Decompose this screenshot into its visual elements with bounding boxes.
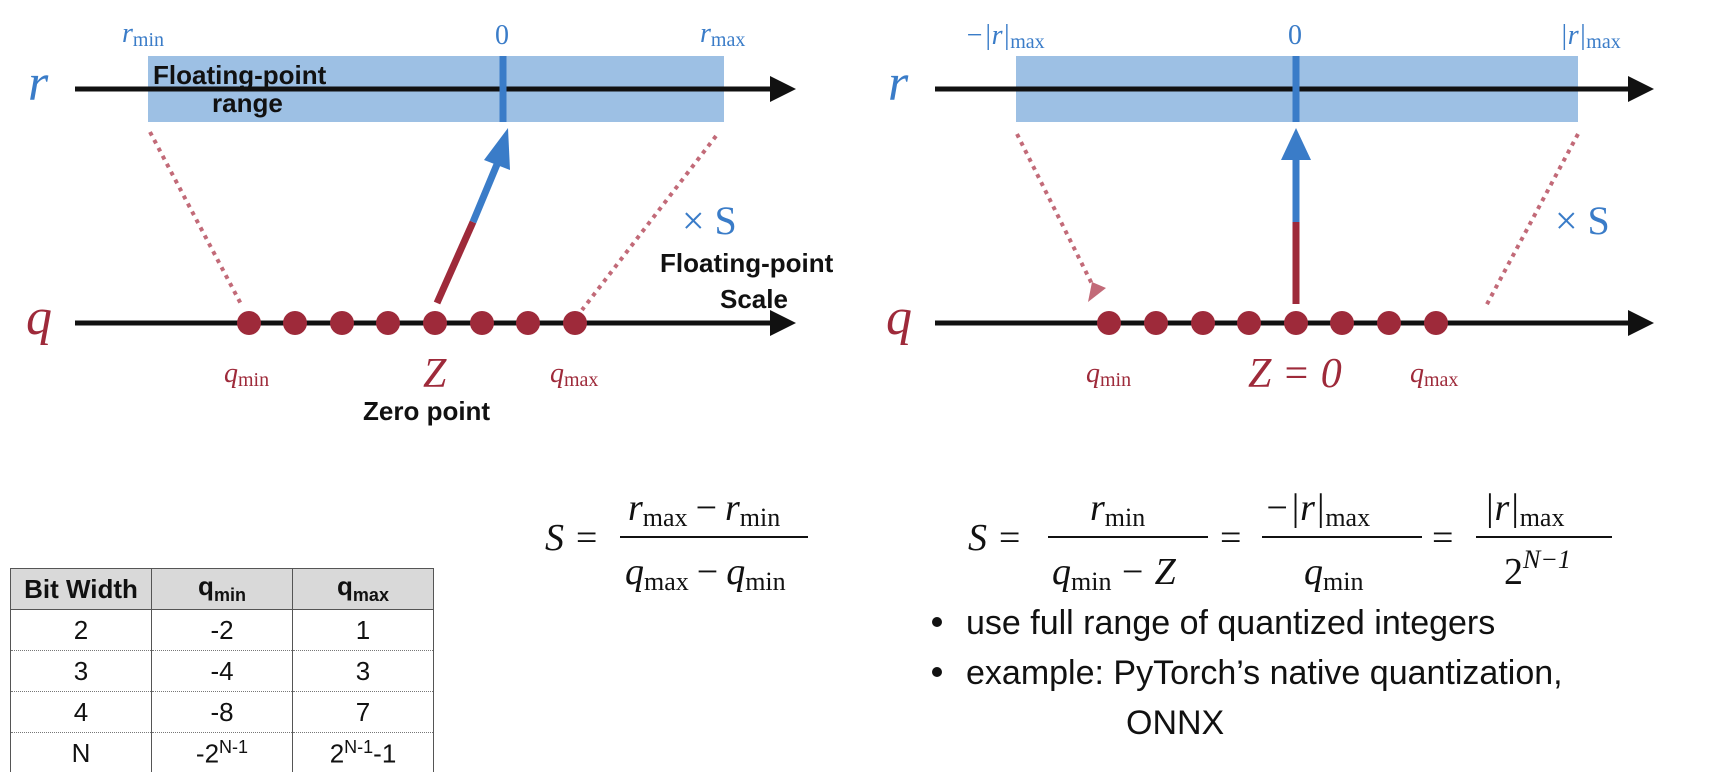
- q-point: [1377, 311, 1401, 335]
- quantized-points: [1097, 311, 1448, 335]
- zero-point-arrow-blue: [469, 160, 502, 224]
- zero-label: 0: [495, 20, 509, 51]
- header-qmin: qmin: [151, 568, 293, 610]
- cell-qmax: 1: [292, 609, 434, 651]
- fp-scale-line1: Floating-point: [660, 248, 834, 278]
- dotted-line-max: [580, 134, 718, 312]
- cell-qmin: -8: [151, 691, 293, 733]
- q-point: [1330, 311, 1354, 335]
- cell-qmin: -2N-1: [151, 732, 293, 772]
- bullet-example-cont: ONNX: [1126, 704, 1224, 742]
- header-bit-width: Bit Width: [10, 568, 152, 610]
- q-max-label: qmax: [1410, 358, 1458, 391]
- q-point: [1237, 311, 1261, 335]
- cell-bits: N: [10, 732, 152, 772]
- bit-width-table: Bit Width qmin qmax 2 -2 1 3 -4 3 4 -8 7…: [10, 568, 434, 772]
- scale-symbol: × S: [682, 198, 737, 243]
- q-point: [563, 311, 587, 335]
- r-min-label: rmin: [122, 18, 164, 51]
- zero-point-arrowhead: [1281, 128, 1311, 160]
- q-axis-label: q: [26, 289, 52, 346]
- q-point: [470, 311, 494, 335]
- scale-symbol: × S: [1555, 198, 1610, 243]
- z-label: Z: [423, 351, 447, 397]
- left-diagram: r rmin 0 rmax Floating-point range q × S…: [26, 18, 834, 426]
- bullet-example: example: PyTorch’s native quantization,: [966, 654, 1563, 692]
- q-point: [423, 311, 447, 335]
- q-point: [283, 311, 307, 335]
- q-point: [1191, 311, 1215, 335]
- q-min-label: qmin: [1086, 358, 1131, 391]
- table-header-row: Bit Width qmin qmax: [10, 568, 434, 610]
- eq-denominator: qmax − qmin: [625, 551, 786, 596]
- fp-range-line2: range: [212, 88, 283, 118]
- table-row: 2 -2 1: [10, 609, 434, 651]
- neg-r-max-label: −|r|max: [965, 20, 1045, 53]
- table-row: N -2N-1 2N-1-1: [10, 732, 434, 772]
- eq-equals-1: =: [1220, 517, 1241, 559]
- quantized-points: [237, 311, 587, 335]
- q-min-label: qmin: [224, 358, 269, 391]
- zero-point-arrow-red: [433, 220, 477, 305]
- q-point: [1097, 311, 1121, 335]
- equation-asymmetric-scale: S = rmax − rmin qmax − qmin: [545, 487, 808, 596]
- cell-bits: 2: [10, 609, 152, 651]
- zero-label: 0: [1288, 20, 1302, 51]
- eq-lhs: S =: [545, 517, 599, 559]
- r-axis-arrowhead: [770, 76, 796, 102]
- dotted-arrow-min: [1015, 133, 1096, 289]
- cell-bits: 3: [10, 650, 152, 692]
- equation-symmetric-scale: S = rmin qmin − Z = −|r|max qmin = |r|max…: [968, 487, 1612, 596]
- dotted-arrowhead-min: [1088, 282, 1106, 302]
- q-point: [330, 311, 354, 335]
- fp-scale-line2: Scale: [720, 284, 788, 314]
- cell-qmin: -4: [151, 650, 293, 692]
- cell-qmax: 2N-1-1: [292, 732, 434, 772]
- q-point: [376, 311, 400, 335]
- bullet-full-range: use full range of quantized integers: [966, 604, 1495, 642]
- dotted-line-min: [148, 131, 244, 307]
- eq3-denominator: 2N−1: [1504, 545, 1571, 593]
- eq-numerator: rmax − rmin: [628, 487, 780, 532]
- r-axis-label: r: [888, 55, 909, 112]
- q-axis-arrowhead: [1628, 310, 1654, 336]
- eq1-denominator: qmin − Z: [1052, 551, 1177, 596]
- q-point: [516, 311, 540, 335]
- table-row: 3 -4 3: [10, 650, 434, 692]
- bullet-dot: [932, 667, 942, 677]
- bullet-dot: [932, 617, 942, 627]
- cell-bits: 4: [10, 691, 152, 733]
- cell-qmax: 7: [292, 691, 434, 733]
- right-diagram: r −|r|max 0 |r|max q × S qmin Z = 0 qmax: [886, 20, 1654, 397]
- eq2-numerator: −|r|max: [1264, 487, 1370, 532]
- r-max-label: rmax: [700, 18, 745, 51]
- zero-point-label: Zero point: [363, 396, 490, 426]
- eq-lhs: S =: [968, 517, 1022, 559]
- r-axis-arrowhead: [1628, 76, 1654, 102]
- dotted-line-max: [1484, 133, 1580, 307]
- table-row: 4 -8 7: [10, 691, 434, 733]
- q-point: [1284, 311, 1308, 335]
- cell-qmin: -2: [151, 609, 293, 651]
- fp-range-line1: Floating-point: [153, 60, 327, 90]
- eq2-denominator: qmin: [1304, 551, 1363, 596]
- eq1-numerator: rmin: [1090, 487, 1145, 532]
- cell-qmax: 3: [292, 650, 434, 692]
- header-qmax: qmax: [292, 568, 434, 610]
- r-max-label: |r|max: [1560, 20, 1621, 53]
- q-point: [237, 311, 261, 335]
- eq3-numerator: |r|max: [1484, 487, 1564, 532]
- notes-list: use full range of quantized integers exa…: [932, 604, 1563, 742]
- q-point: [1144, 311, 1168, 335]
- q-point: [1424, 311, 1448, 335]
- zero-point-arrowhead: [484, 128, 510, 170]
- q-max-label: qmax: [550, 358, 598, 391]
- q-axis-arrowhead: [770, 310, 796, 336]
- z-equals-zero-label: Z = 0: [1248, 351, 1342, 397]
- r-axis-label: r: [28, 55, 49, 112]
- q-axis-label: q: [886, 289, 912, 346]
- eq-equals-2: =: [1432, 517, 1453, 559]
